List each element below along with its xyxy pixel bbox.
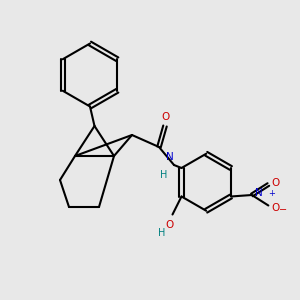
Text: O: O [165, 220, 174, 230]
Text: N: N [255, 188, 262, 199]
Text: N: N [166, 152, 173, 162]
Text: −: − [279, 205, 287, 215]
Text: O: O [272, 203, 280, 214]
Text: H: H [158, 228, 166, 238]
Text: O: O [161, 112, 169, 122]
Text: O: O [272, 178, 280, 188]
Text: +: + [268, 189, 275, 198]
Text: H: H [160, 169, 167, 179]
